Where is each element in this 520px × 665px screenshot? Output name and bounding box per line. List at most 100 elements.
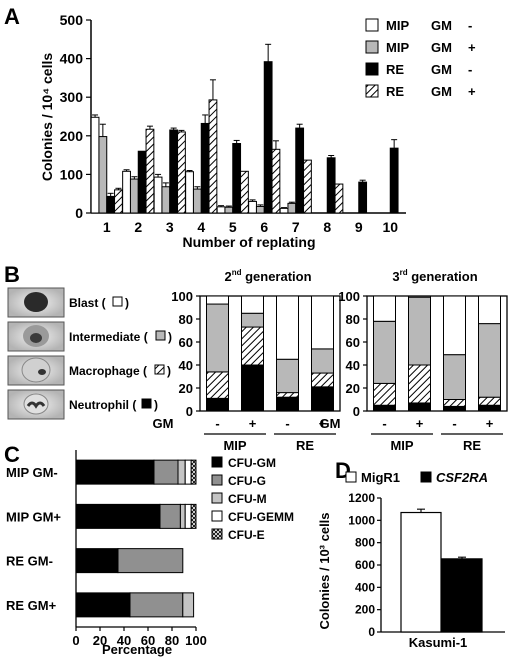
- panel-b-bar-segment: [443, 405, 466, 412]
- panel-c-x-title: Percentage: [102, 642, 172, 657]
- panel-b-gm-label: GM: [153, 416, 174, 431]
- blast-micrograph: [7, 287, 65, 318]
- panel-a-legend-label: MIP: [386, 40, 409, 55]
- panel-b-bar-segment: [408, 402, 431, 412]
- panel-a-y-tick-label: 100: [60, 166, 84, 182]
- panel-a-bar: [153, 176, 163, 214]
- panel-c-legend-label: CFU-M: [228, 492, 267, 506]
- panel-b-bar-segment: [311, 386, 334, 412]
- panel-a-bar: [208, 99, 218, 214]
- panel-d-chart: MigR1 CSF2RA Colonies / 10³ cells Kasumi…: [317, 470, 505, 650]
- panel-b-y-tick-label: 100: [171, 289, 193, 304]
- panel-a-legend-sign: -: [468, 62, 472, 77]
- panel-a-bar: [161, 186, 171, 214]
- panel-d-y-title: Colonies / 10³ cells: [317, 512, 332, 629]
- panel-a-bar: [114, 189, 123, 214]
- panel-a-y-tick-label: 200: [60, 128, 84, 144]
- panel-b-gm-sign: -: [285, 416, 289, 431]
- panel-c-legend-label: CFU-GM: [228, 456, 276, 470]
- legend-neutrophil-label: Neutrophil (: [69, 398, 136, 412]
- panel-d-bar: [400, 511, 442, 633]
- panel-a-legend-gm: GM: [431, 18, 452, 33]
- panel-b-bar-segment: [276, 396, 299, 412]
- panel-a-legend-sign: -: [468, 18, 472, 33]
- legend-macrophage-label: Macrophage (: [69, 364, 147, 378]
- panel-a-bar: [279, 207, 289, 214]
- panel-a-legend-label: RE: [386, 84, 404, 99]
- legend-intermediate-swatch: [155, 330, 166, 341]
- panel-a-bar: [303, 159, 312, 214]
- legend-macrophage-close: ): [167, 364, 171, 378]
- panel-b-bar-segment: [443, 295, 466, 356]
- panel-b-bar-segment: [276, 392, 299, 398]
- panel-c-category-label: MIP GM+: [6, 509, 61, 524]
- macrophage-micrograph: [7, 355, 65, 386]
- panel-a-bar: [358, 181, 368, 214]
- panel-d-y-tick-label: 0: [368, 625, 375, 639]
- panel-c-bar-segment: [75, 503, 161, 529]
- panel-b-gm-sign: -: [215, 416, 219, 431]
- panel-d-y-tick-label: 1000: [348, 513, 375, 527]
- panel-b-bar-segment: [206, 295, 229, 305]
- panel-a-bar: [240, 170, 249, 214]
- panel-a-x-tick-label: 7: [292, 219, 300, 235]
- panel-b-y-tick-label: 20: [346, 381, 360, 396]
- panel-b-gm-sign: +: [416, 416, 424, 431]
- panel-d-y-tick-label: 800: [355, 536, 375, 550]
- legend-intermediate-close: ): [168, 330, 172, 344]
- panel-b-bar-segment: [478, 404, 501, 412]
- panel-a-bar: [255, 205, 265, 214]
- panel-b-plot-frame: [366, 295, 508, 412]
- panel-a-bar: [334, 183, 344, 214]
- panel-b-y-tick-label: 80: [179, 312, 193, 327]
- panel-d-y-tick-label: 200: [355, 603, 375, 617]
- panel-d-bar: [441, 558, 483, 633]
- panel-c-bar-segment: [179, 503, 186, 529]
- panel-b-bar-segment: [206, 371, 229, 399]
- legend-blast-close: ): [125, 296, 129, 310]
- panel-b-bar-segment: [311, 295, 334, 350]
- panel-a-bar: [169, 129, 179, 214]
- panel-a-bar: [389, 147, 399, 214]
- panel-c-legend-swatch: [211, 456, 223, 468]
- panel-a-y-title: Colonies / 10⁴ cells: [39, 53, 55, 182]
- panel-b-bar-segment: [241, 364, 264, 412]
- panel-b-y-tick-label: 0: [353, 404, 360, 419]
- legend-migr1-swatch: [345, 471, 357, 483]
- panel-a-x-title: Number of replating: [182, 234, 315, 250]
- panel-b-title-2nd: 2nd generation: [224, 268, 311, 284]
- panel-a-x-tick-label: 8: [323, 219, 331, 235]
- panel-a-x-tick-label: 6: [260, 219, 268, 235]
- panel-c-bar-segment: [75, 548, 119, 574]
- panel-a-bar: [248, 200, 257, 214]
- panel-a-x-tick-label: 1: [103, 219, 111, 235]
- panel-c-legend-swatch: [211, 510, 223, 522]
- panel-c-category-label: RE GM-: [6, 554, 53, 569]
- panel-a-legend-swatch: [365, 84, 379, 98]
- panel-c-legend-label: CFU-G: [228, 474, 266, 488]
- panel-b-y-tick-label: 60: [346, 335, 360, 350]
- panel-c-bar-segment: [182, 592, 195, 618]
- panel-d-y-tick-label: 400: [355, 580, 375, 594]
- panel-d-x-title: Kasumi-1: [409, 635, 468, 650]
- neutrophil-micrograph: [7, 389, 65, 420]
- panel-c-x-tick-label: 40: [117, 633, 131, 648]
- panel-c-bar-segment: [184, 503, 192, 529]
- panel-a-y-tick-label: 0: [75, 205, 83, 221]
- panel-a-legend-sign: +: [468, 84, 476, 99]
- panel-a-bar: [129, 178, 139, 214]
- panel-b-y-tick-label: 80: [346, 312, 360, 327]
- panel-a-bar: [216, 206, 226, 214]
- panel-a-x-tick-label: 4: [197, 219, 205, 235]
- panel-a-bar: [232, 143, 242, 214]
- panel-a-bar: [200, 122, 210, 214]
- panel-b-gm-sign: +: [249, 416, 257, 431]
- panel-b-bar-segment: [206, 303, 229, 373]
- panel-a-bar: [122, 170, 131, 214]
- panel-b-group-label: RE: [463, 438, 481, 453]
- panel-a-bar: [106, 195, 116, 214]
- panel-c-x-tick-label: 60: [141, 633, 155, 648]
- panel-b-gm-label: GM: [320, 416, 341, 431]
- panel-b-bar-segment: [478, 323, 501, 398]
- panel-d-y-tick-label: 600: [355, 558, 375, 572]
